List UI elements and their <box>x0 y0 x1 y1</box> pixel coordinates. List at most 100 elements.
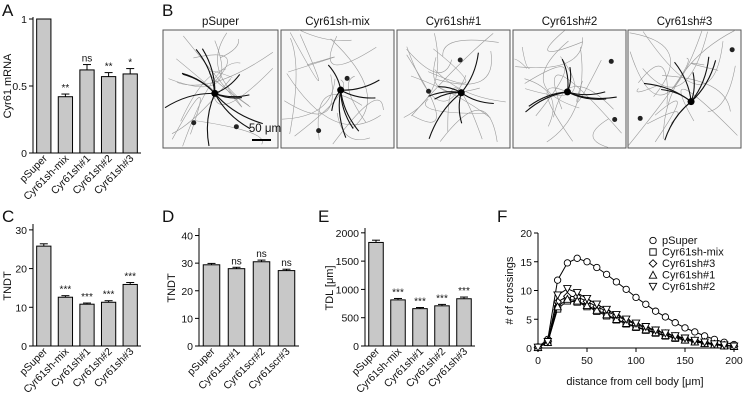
background-neurite <box>217 32 250 106</box>
data-point <box>583 258 591 266</box>
data-point <box>543 338 553 347</box>
micrograph-frame <box>162 29 279 149</box>
background-neurite <box>288 56 335 73</box>
micrograph-label: Cyr61sh-mix <box>305 16 370 28</box>
background-neurite <box>434 69 506 103</box>
data-point <box>709 340 719 349</box>
dendrite <box>674 61 692 102</box>
background-neurite <box>330 38 368 129</box>
y-axis-label: TNDT <box>166 273 178 303</box>
background-neurite <box>547 30 584 52</box>
cell-body <box>687 98 695 106</box>
micrograph-label: Cyr61sh#3 <box>657 16 713 28</box>
data-point <box>632 293 640 302</box>
background-neurite <box>171 97 201 140</box>
legend-marker <box>649 236 657 245</box>
significance-label: ** <box>62 83 70 94</box>
dendrite <box>338 89 347 138</box>
dendrite <box>690 56 710 103</box>
legend-entry: Cyr61sh#3 <box>662 258 715 270</box>
y-tick-label: 0 <box>21 341 27 353</box>
data-point <box>642 300 650 308</box>
y-tick-label: 2000 <box>336 228 360 240</box>
micrograph-label: pSuper <box>202 16 239 28</box>
y-tick-label: 20 <box>181 286 193 298</box>
background-neurite <box>294 79 344 137</box>
data-point <box>582 300 592 310</box>
background-neurite <box>662 75 731 112</box>
dendrite <box>206 93 216 147</box>
panel-label-f: F <box>497 207 507 226</box>
background-neurite <box>524 66 565 117</box>
bar-chart-tndt-scr: 010203040TNDTpSupernsCyr61scr#1nsCyr61sc… <box>166 228 299 392</box>
significance-label: *** <box>124 272 136 283</box>
y-tick-label: 0 <box>526 343 532 355</box>
significance-label: *** <box>103 290 115 301</box>
background-neurite <box>168 40 223 88</box>
y-tick-label: 1 <box>21 14 27 26</box>
dendrite <box>164 92 215 109</box>
y-tick-label: 0 <box>187 341 193 353</box>
significance-label: *** <box>436 293 448 304</box>
y-axis-label: # of crossings <box>504 256 516 324</box>
bar-chart-tndt-sh: 0102030TNDTpSuper***Cyr61sh-mix***Cyr61s… <box>2 224 141 396</box>
background-neurite <box>447 87 483 140</box>
bar <box>227 268 246 347</box>
data-point <box>602 305 612 315</box>
background-neurite <box>281 78 336 120</box>
micrograph-frame <box>627 29 742 149</box>
legend-entry: Cyr61sh#1 <box>662 270 715 282</box>
data-point <box>593 263 601 272</box>
micrograph-frame <box>512 29 627 149</box>
background-neurite <box>284 74 333 115</box>
dendrite <box>201 48 216 94</box>
background-neurite <box>662 29 736 139</box>
bar <box>36 245 52 347</box>
background-neurite <box>525 56 575 96</box>
bar <box>57 96 74 154</box>
dendrite <box>340 90 360 132</box>
data-point <box>729 342 739 351</box>
background-neurite <box>332 99 384 145</box>
stained-spot <box>729 47 735 53</box>
significance-label: *** <box>392 287 404 298</box>
background-neurite <box>411 33 494 117</box>
data-point <box>660 329 670 338</box>
background-neurite <box>629 30 703 96</box>
significance-label: ns <box>231 256 242 267</box>
data-point <box>691 328 699 336</box>
y-tick-label: 10 <box>520 286 532 298</box>
data-point <box>719 341 729 350</box>
dendrite <box>460 52 479 94</box>
dendrite <box>214 93 263 125</box>
legend-marker <box>649 248 657 256</box>
y-axis-label: Cyr61 mRNA <box>2 53 14 118</box>
data-point <box>681 324 689 332</box>
background-neurite <box>592 118 610 148</box>
dendrite <box>428 92 462 139</box>
background-neurite <box>546 87 573 142</box>
bar <box>122 73 138 154</box>
significance-label: ** <box>105 62 113 73</box>
bar <box>122 283 138 347</box>
bar <box>277 270 296 347</box>
data-point <box>631 319 641 328</box>
x-tick-label: 150 <box>676 355 694 367</box>
background-neurite <box>442 39 499 57</box>
dendrite <box>525 91 568 113</box>
background-neurite <box>289 32 319 82</box>
data-point <box>553 291 563 300</box>
y-tick-label: 30 <box>181 258 193 270</box>
x-tick-label: 100 <box>627 355 645 367</box>
y-tick-label: 1500 <box>336 256 360 268</box>
data-point <box>592 305 602 314</box>
panel-label-c: C <box>2 207 14 226</box>
legend-marker <box>648 282 658 292</box>
background-neurite <box>406 46 467 102</box>
dendrite <box>567 91 617 100</box>
y-tick-label: 0 <box>353 341 359 353</box>
data-point <box>621 315 631 324</box>
bar <box>57 296 74 347</box>
y-tick-label: 20 <box>520 228 532 240</box>
